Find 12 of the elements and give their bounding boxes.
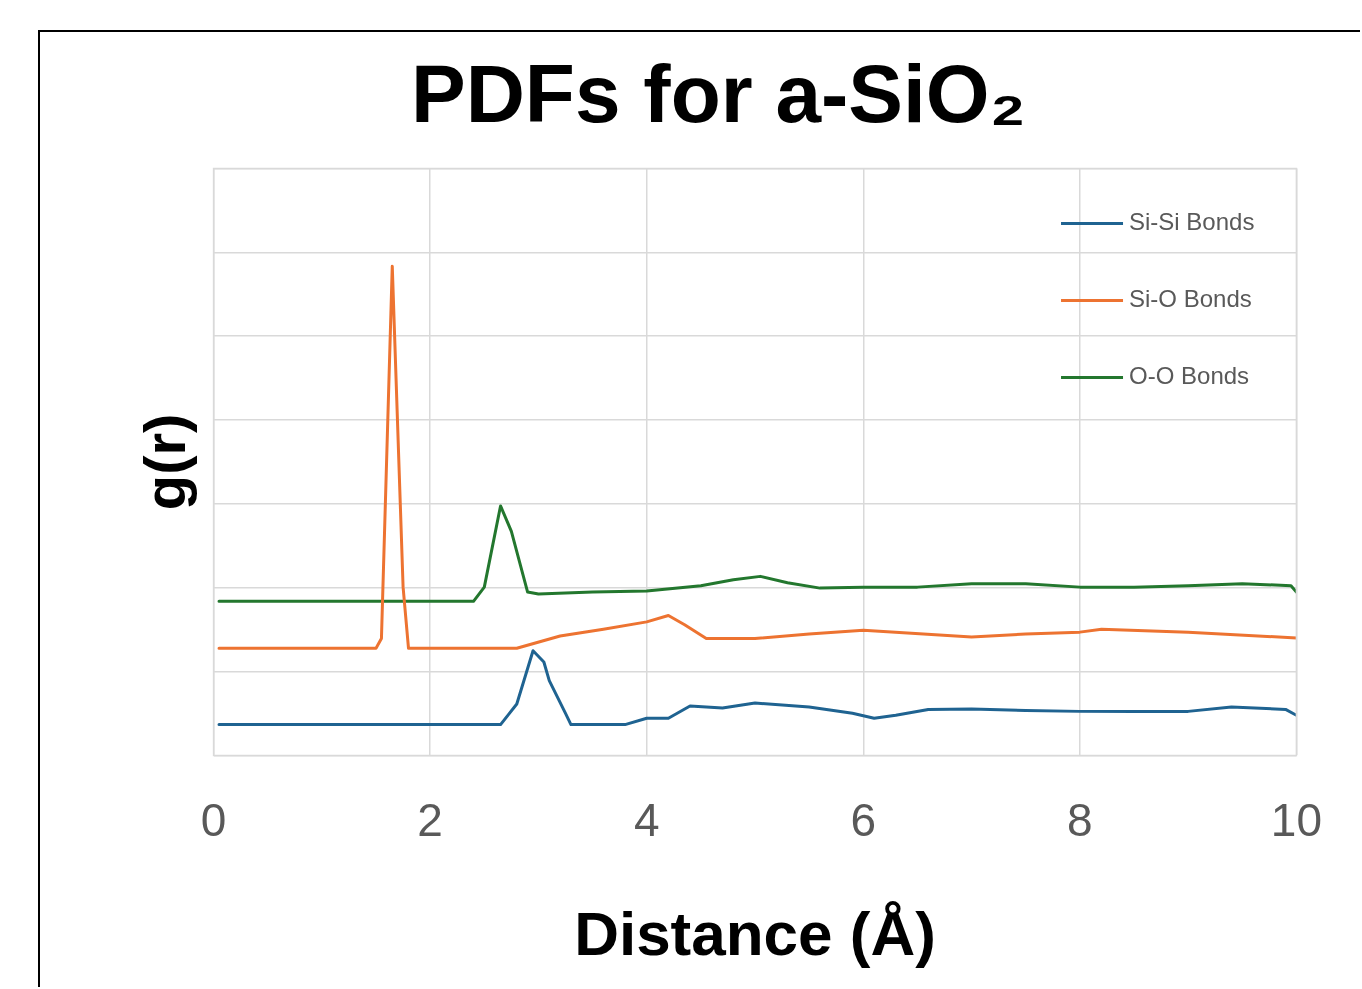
x-axis-title: Distance (Å): [574, 898, 936, 968]
x-tick-label: 0: [200, 793, 227, 846]
y-axis-title: g(r): [131, 413, 197, 511]
x-tick-label: 2: [417, 793, 443, 846]
x-tick-label: 10: [1270, 793, 1322, 846]
x-tick-label: 8: [1067, 793, 1093, 846]
x-tick-label: 6: [850, 793, 877, 846]
x-tick-label: 4: [633, 793, 660, 846]
chart-title: PDFs for a-SiO₂: [410, 47, 1027, 139]
legend-label: Si-Si Bonds: [1129, 208, 1255, 236]
legend-label: Si-O Bonds: [1129, 285, 1252, 313]
legend-label: O-O Bonds: [1129, 362, 1250, 390]
